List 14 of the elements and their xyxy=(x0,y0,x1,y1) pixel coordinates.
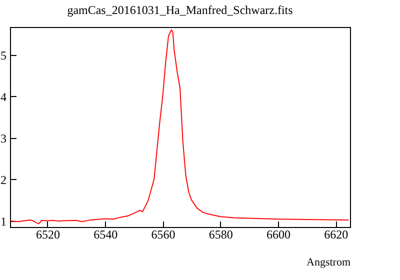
y-tick-label: 1 xyxy=(0,214,6,228)
x-tick-label: 6540 xyxy=(94,228,118,242)
x-tick-label: 6600 xyxy=(266,228,290,242)
x-tick-label: 6520 xyxy=(36,228,60,242)
y-tick-label: 4 xyxy=(0,90,6,104)
x-tick-label: 6580 xyxy=(208,228,233,242)
y-tick-label: 2 xyxy=(0,172,6,187)
x-tick-label: 6560 xyxy=(151,228,176,242)
x-tick-label: 6620 xyxy=(324,228,348,242)
chart-title: gamCas_20161031_Ha_Manfred_Schwarz.fits xyxy=(67,3,294,17)
x-axis-title: Angstrom xyxy=(306,256,351,268)
line-series xyxy=(10,29,350,224)
y-tick-label: 5 xyxy=(0,48,6,62)
y-tick-label: 3 xyxy=(0,131,6,146)
